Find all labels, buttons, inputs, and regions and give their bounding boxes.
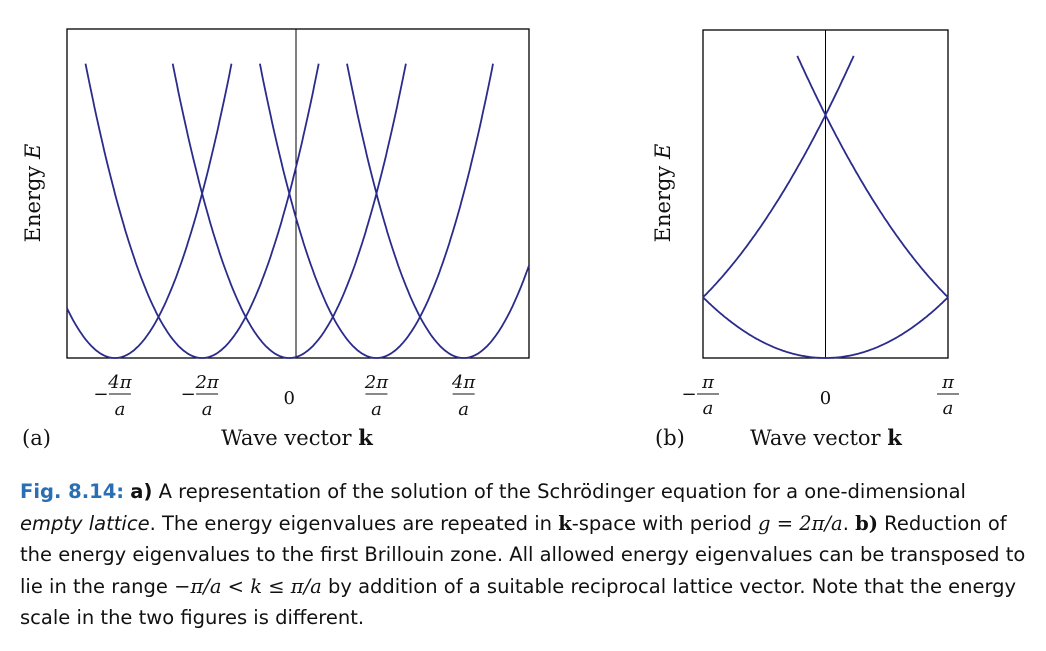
panel-a-tick-num: 4π	[107, 372, 132, 393]
caption-period: g = 2π/a	[758, 511, 843, 535]
panel-b-tick-labels: πa− 0πa	[681, 372, 959, 419]
panel-a-parabola	[66, 63, 233, 359]
panel-b-ylabel: Energy E	[651, 144, 675, 243]
panel-a-frame	[66, 28, 530, 359]
panel-a-tick-num: 4π	[451, 372, 476, 393]
panel-a-tick-den: a	[202, 399, 213, 420]
caption-s3: -space with period	[571, 511, 752, 535]
panel-a-label: (a)	[22, 426, 51, 450]
caption-part-a: a)	[130, 480, 153, 503]
caption-lattice: lattice	[88, 511, 150, 535]
panel-a-tick-zero: 0	[284, 388, 295, 409]
panel-b-xlabel: Wave vector k	[750, 425, 902, 450]
caption-s4: .	[842, 511, 849, 535]
caption-s1: A representation of the solution of the …	[158, 480, 966, 503]
panel-a-tick-sign: −	[181, 384, 196, 405]
panel-b-band	[702, 55, 855, 298]
panel-a-curves	[66, 63, 530, 359]
panel-b-curves	[702, 55, 949, 359]
caption-s6: by addition of a suitable reciprocal lat…	[20, 574, 1017, 630]
panel-b: πa− 0πa Energy E (b) Wave vector k	[651, 29, 959, 450]
panel-b-tick-sign: −	[681, 384, 696, 405]
panel-b-band	[796, 55, 949, 298]
panel-a-tick-num: 2π	[364, 372, 389, 393]
panel-a-parabola	[259, 63, 494, 359]
caption-k: k	[558, 511, 572, 535]
panel-b-tick-num: π	[701, 372, 715, 393]
caption-range: −π/a < k ≤ π/a	[174, 574, 322, 598]
panel-a-tick-sign: −	[93, 384, 108, 405]
panel-a-tick-den: a	[115, 399, 126, 420]
panel-a-tick-den: a	[458, 399, 469, 420]
caption-fig-label: Fig. 8.14:	[20, 480, 125, 503]
figure-caption: Fig. 8.14: a) A representation of the so…	[20, 476, 1026, 634]
caption-part-b: b)	[855, 511, 878, 535]
panel-a-ylabel: Energy E	[21, 144, 45, 243]
caption-s2: . The energy eigenvalues are repeated in	[149, 511, 552, 535]
panel-a-parabola	[171, 63, 407, 359]
panel-b-tick-zero: 0	[820, 388, 831, 409]
panel-b-tick-den: a	[703, 398, 714, 419]
caption-s5: Reduction of the energy eigenvalues to t…	[20, 511, 1026, 598]
panel-b-label: (b)	[655, 426, 685, 450]
panel-b-band	[702, 296, 949, 359]
panel-b-tick-den: a	[943, 398, 954, 419]
panel-a-parabola	[84, 63, 320, 359]
panel-a-tick-den: a	[371, 399, 382, 420]
caption-empty: empty	[20, 511, 83, 535]
panel-a-parabola	[346, 63, 530, 359]
panel-b-tick-num: π	[941, 372, 955, 393]
panel-a-xlabel: Wave vector k	[221, 425, 373, 450]
panel-a-tick-num: 2π	[194, 372, 219, 393]
